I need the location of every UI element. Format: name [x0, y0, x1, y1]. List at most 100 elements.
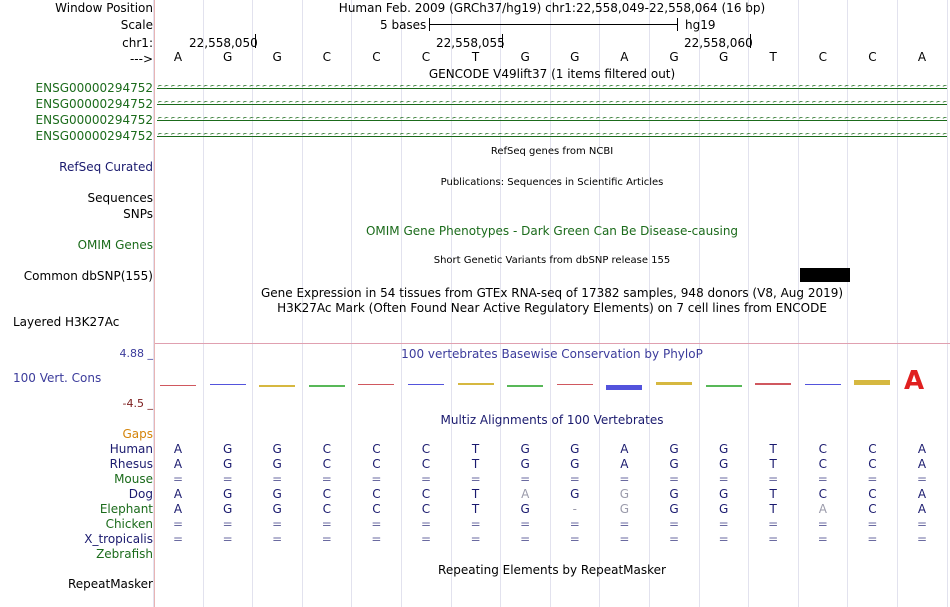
alignment-base: G	[570, 487, 580, 501]
alignment-base: G	[669, 442, 679, 456]
repeatmasker-track-label[interactable]: RepeatMasker	[67, 577, 153, 591]
snps-track-label[interactable]: SNPs	[123, 207, 153, 221]
alignment-base: A	[620, 442, 629, 456]
alignment-base: =	[569, 532, 580, 546]
alignment-base: C	[868, 502, 877, 516]
alignment-base: A	[917, 502, 927, 516]
sequence-base: A	[917, 50, 927, 64]
dbsnp-track-label[interactable]: Common dbSNP(155)	[23, 269, 153, 283]
alignment-base: =	[619, 517, 630, 531]
sequence-base: G	[718, 50, 729, 64]
dbsnp-variant-bar[interactable]	[800, 268, 850, 282]
coord-tick-mark-2	[502, 34, 503, 48]
alignment-base: G	[520, 442, 530, 456]
alignment-base: C	[322, 457, 331, 471]
grid-line	[946, 0, 948, 607]
strand-label: --->	[129, 52, 153, 66]
alignment-base: =	[371, 472, 382, 486]
base-grid	[153, 0, 950, 607]
alignment-base: =	[520, 472, 531, 486]
grid-line	[649, 0, 650, 607]
alignment-species-label[interactable]: Zebrafish	[96, 547, 153, 561]
alignment-base: G	[619, 487, 630, 501]
alignment-base: T	[471, 487, 480, 501]
alignment-base: =	[619, 532, 630, 546]
conservation-mark	[457, 383, 494, 385]
ensembl-gene-label[interactable]: ENSG00000294752	[35, 81, 153, 95]
alignment-base: =	[768, 472, 779, 486]
alignment-base: =	[272, 532, 283, 546]
strand-arrows-icon: >>>>>>>>>>>>>>>>>>>>>>>>>>>>>>>>>>>>>>>>…	[157, 133, 947, 138]
window-position-value[interactable]: Human Feb. 2009 (GRCh37/hg19) chr1:22,55…	[338, 1, 766, 15]
alignment-base: A	[917, 457, 927, 471]
grid-line	[748, 0, 750, 607]
h3k27ac-track-label[interactable]: Layered H3K27Ac	[13, 315, 120, 329]
alignment-species-label[interactable]: X_tropicalis	[84, 532, 153, 546]
ensembl-gene-label[interactable]: ENSG00000294752	[35, 97, 153, 111]
conservation-top-line	[155, 343, 950, 344]
omim-track-label[interactable]: OMIM Genes	[77, 238, 153, 252]
alignment-base: A	[917, 442, 927, 456]
conservation-track-title: 100 vertebrates Basewise Conservation by…	[401, 347, 703, 361]
alignment-species-label[interactable]: Dog	[128, 487, 153, 501]
alignment-base: G	[718, 442, 729, 456]
alignment-base: =	[718, 532, 729, 546]
alignment-base: A	[917, 487, 927, 501]
alignment-base: =	[272, 472, 283, 486]
ensembl-gene-label[interactable]: ENSG00000294752	[35, 129, 153, 143]
alignment-species-label[interactable]: Human	[109, 442, 153, 456]
alignment-base: G	[669, 487, 679, 501]
conservation-mark	[705, 385, 742, 388]
alignment-base: =	[470, 532, 481, 546]
sequences-track-label[interactable]: Sequences	[87, 191, 153, 205]
gene-line	[157, 136, 947, 137]
conservation-min-label: -4.5 _	[122, 397, 153, 410]
scale-bar-left-tick	[429, 18, 430, 31]
alignment-base: =	[520, 517, 531, 531]
alignment-species-label[interactable]: Elephant	[99, 502, 153, 516]
alignment-base: C	[421, 502, 431, 516]
grid-line	[797, 0, 799, 607]
sequence-base: G	[520, 50, 530, 64]
alignment-base: A	[521, 487, 530, 501]
alignment-base: C	[322, 502, 331, 516]
conservation-mark	[556, 384, 593, 385]
alignment-base: =	[520, 532, 531, 546]
alignment-base: =	[867, 532, 878, 546]
alignment-base: A	[620, 457, 629, 471]
conservation-track-label[interactable]: 100 Vert. Cons	[13, 371, 102, 385]
alignment-species-label[interactable]: Chicken	[105, 517, 153, 531]
refseq-track-label[interactable]: RefSeq Curated	[59, 160, 153, 174]
scale-bar-right-tick	[677, 18, 678, 31]
alignment-base: A	[173, 502, 183, 516]
ensembl-gene-track[interactable]: >>>>>>>>>>>>>>>>>>>>>>>>>>>>>>>>>>>>>>>>…	[157, 133, 947, 139]
alignment-base: =	[222, 472, 233, 486]
alignment-base: C	[868, 442, 877, 456]
conservation-mark	[259, 385, 296, 388]
ensembl-gene-label[interactable]: ENSG00000294752	[35, 113, 153, 127]
gaps-label: Gaps	[122, 427, 153, 441]
dbsnp-track-title: Short Genetic Variants from dbSNP releas…	[433, 255, 671, 266]
alignment-base: C	[868, 457, 877, 471]
alignment-base: G	[222, 502, 233, 516]
scale-assembly: hg19	[685, 18, 716, 32]
grid-line	[897, 0, 898, 607]
alignment-species-label[interactable]: Mouse	[114, 472, 153, 486]
ensembl-gene-track[interactable]: >>>>>>>>>>>>>>>>>>>>>>>>>>>>>>>>>>>>>>>>…	[157, 117, 947, 123]
alignment-base: =	[569, 472, 580, 486]
alignment-base: A	[173, 457, 183, 471]
ensembl-gene-track[interactable]: >>>>>>>>>>>>>>>>>>>>>>>>>>>>>>>>>>>>>>>>…	[157, 101, 947, 107]
alignment-species-label[interactable]: Rhesus	[109, 457, 153, 471]
alignment-base: =	[172, 472, 184, 486]
scale-value: 5 bases	[380, 18, 427, 32]
alignment-base: G	[272, 457, 282, 471]
gene-line	[157, 120, 947, 121]
alignment-base: =	[916, 532, 928, 546]
conservation-mark	[358, 384, 395, 385]
coord-tick-2: 22,558,055	[436, 36, 505, 50]
ensembl-gene-track[interactable]: >>>>>>>>>>>>>>>>>>>>>>>>>>>>>>>>>>>>>>>>…	[157, 85, 947, 91]
conservation-mark	[209, 384, 246, 385]
alignment-base: C	[372, 442, 381, 456]
label-divider	[154, 0, 155, 607]
alignment-base: =	[371, 517, 382, 531]
